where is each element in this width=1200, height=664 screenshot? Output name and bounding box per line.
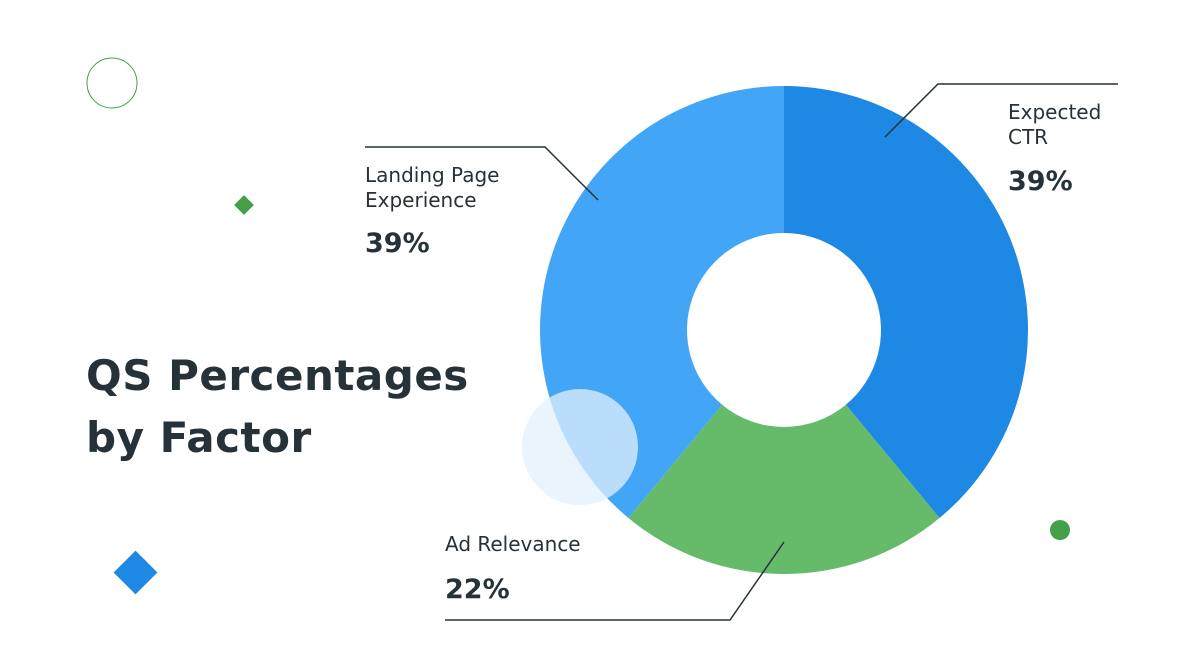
label-line: CTR xyxy=(1008,125,1049,149)
label-line: Expected xyxy=(1008,100,1102,124)
label-line: Landing Page xyxy=(365,163,500,187)
decor-dot-green xyxy=(1050,520,1070,540)
chart-title: QS Percentages by Factor xyxy=(86,351,469,462)
decor-glass-circle xyxy=(522,389,638,505)
slice-expected-ctr xyxy=(784,86,1028,519)
leader-line-ad-relevance xyxy=(445,541,785,621)
label-ad-relevance: Ad Relevance xyxy=(445,532,581,556)
value-label-expected-ctr: 39% xyxy=(1008,166,1073,197)
label-line: Experience xyxy=(365,188,477,212)
value-label-ad-relevance: 22% xyxy=(445,574,510,605)
decor-diamond-green xyxy=(234,195,254,215)
decor-diamond-blue xyxy=(113,550,158,595)
slice-ad-relevance xyxy=(628,404,940,574)
decor-circle-outline xyxy=(86,57,138,109)
leader-line-landing-page xyxy=(365,146,599,201)
leader-line-expected-ctr xyxy=(884,83,1118,138)
value-label-landing-page: 39% xyxy=(365,228,430,259)
label-expected-ctr: Expected CTR xyxy=(1008,100,1101,150)
label-landing-page: Landing Page Experience xyxy=(365,163,499,213)
